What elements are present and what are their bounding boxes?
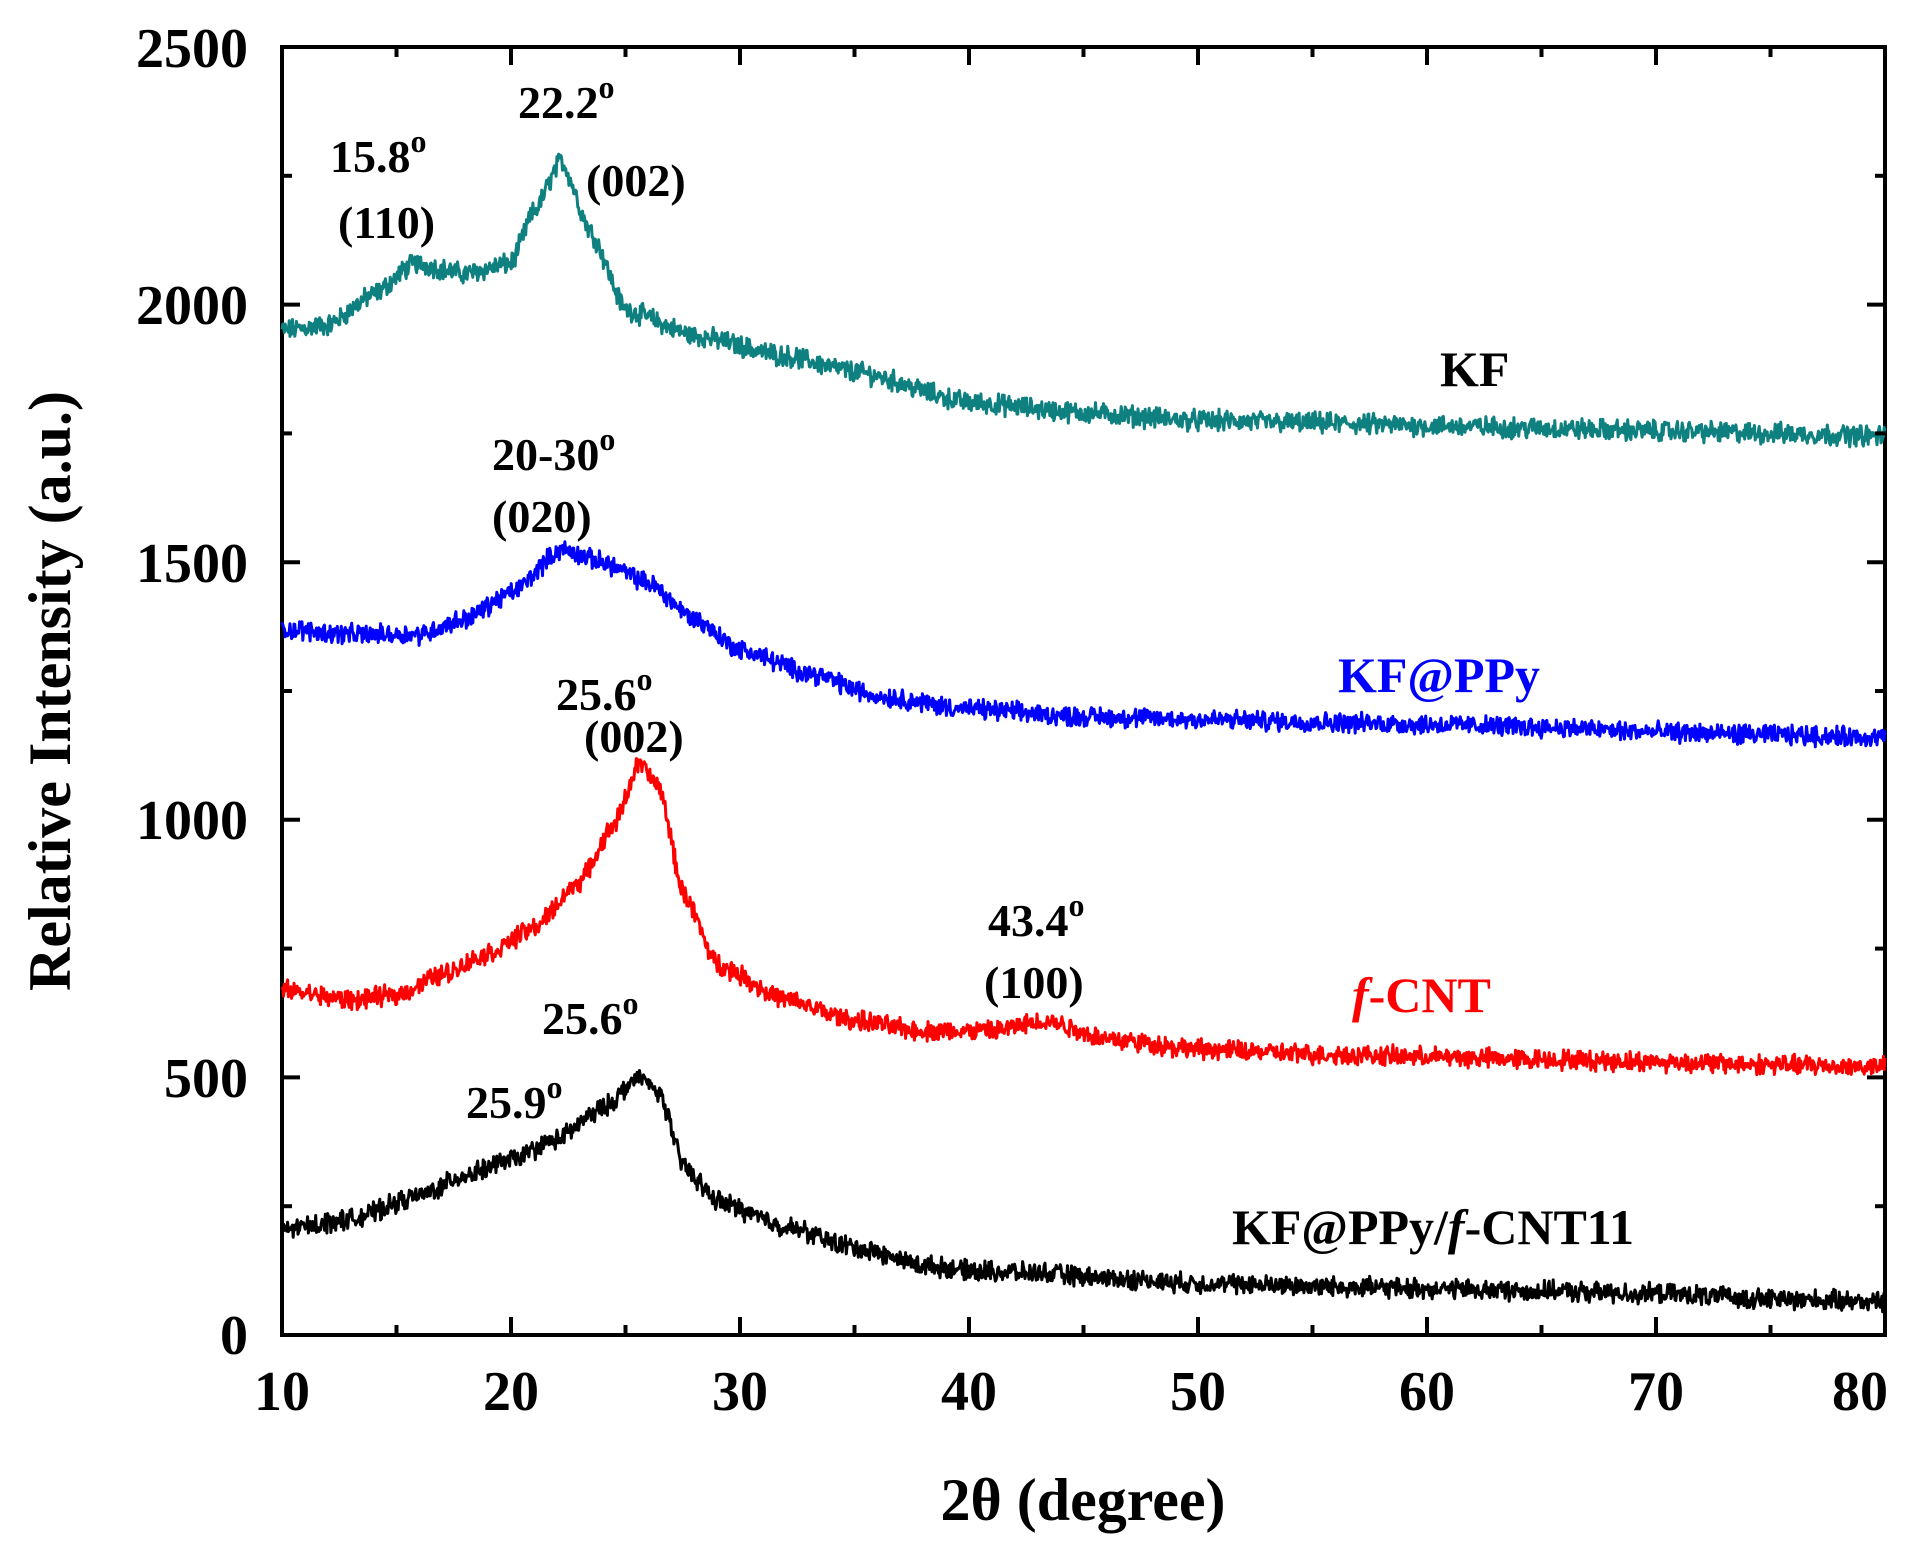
annotation-value: 43.4o <box>988 887 1085 946</box>
series-line-kf <box>280 152 1887 449</box>
annotation-25-9: 25.9o <box>466 1069 563 1128</box>
x-tick-label: 60 <box>1399 1361 1455 1423</box>
annotation-20-30: 20-30o (020) <box>492 421 615 542</box>
x-tick-label: 10 <box>254 1361 310 1423</box>
annotation-43-4: 43.4o (100) <box>984 887 1085 1008</box>
annotation-plane: (110) <box>338 197 435 248</box>
series-line-kf-ppy <box>280 540 1887 749</box>
series-label-kf: KF <box>1440 341 1509 397</box>
annotation-plane: (002) <box>584 711 684 762</box>
y-tick-label: 2000 <box>136 275 248 337</box>
ticks-layer <box>280 45 1887 1337</box>
series-label-part3: -CNT11 <box>1465 1199 1634 1255</box>
y-tick-label: 1500 <box>136 533 248 595</box>
annotation-value: 22.2o <box>518 69 615 128</box>
series-label-kf-ppy: KF@PPy <box>1338 647 1540 703</box>
annotation-plane: (100) <box>984 957 1084 1008</box>
x-tick-label: 80 <box>1832 1361 1888 1423</box>
annotation-value: 20-30o <box>492 421 615 480</box>
annotation-22-2: 22.2o (002) <box>518 69 686 206</box>
x-tick-label: 40 <box>941 1361 997 1423</box>
series-label-kf-ppy-f-cnt11: KF@PPy/f-CNT11 <box>1232 1199 1634 1255</box>
y-tick-label: 2500 <box>136 18 248 80</box>
annotation-value: 25.6o <box>556 661 653 720</box>
x-tick-label: 30 <box>712 1361 768 1423</box>
annotation-plane: (020) <box>492 491 592 542</box>
x-tick-labels: 10 20 30 40 50 60 70 80 <box>254 1361 1888 1423</box>
x-tick-label: 20 <box>483 1361 539 1423</box>
annotation-value: 15.8o <box>330 123 427 182</box>
annotation-value: 25.6o <box>542 985 639 1044</box>
x-tick-label: 50 <box>1170 1361 1226 1423</box>
annotation-value: 25.9o <box>466 1069 563 1128</box>
y-tick-label: 0 <box>220 1305 248 1367</box>
series-label-f-cnt: f-CNT <box>1352 967 1491 1023</box>
annotation-25-6-composite: 25.6o <box>542 985 639 1044</box>
annotation-plane: (002) <box>586 155 686 206</box>
y-axis-title: Relative Intensity (a.u.) <box>17 391 83 991</box>
series-layer <box>280 152 1887 1314</box>
y-tick-labels: 0 500 1000 1500 2000 2500 <box>136 18 248 1367</box>
series-line-f-cnt <box>280 757 1887 1077</box>
y-tick-label: 1000 <box>136 790 248 852</box>
x-axis-title: 2θ (degree) <box>940 1467 1225 1533</box>
x-tick-label: 70 <box>1628 1361 1684 1423</box>
series-label-f-cnt-italic: f <box>1352 967 1373 1023</box>
series-line-kf-ppy-f-cnt11 <box>280 1069 1887 1314</box>
annotation-15-8: 15.8o (110) <box>330 123 435 248</box>
annotation-25-6-fcnt: 25.6o (002) <box>556 661 684 762</box>
series-label-part1: KF@PPy/ <box>1232 1199 1449 1255</box>
series-label-part2: f <box>1448 1199 1469 1255</box>
y-tick-label: 500 <box>164 1048 248 1110</box>
series-label-f-cnt-rest: -CNT <box>1369 967 1491 1023</box>
